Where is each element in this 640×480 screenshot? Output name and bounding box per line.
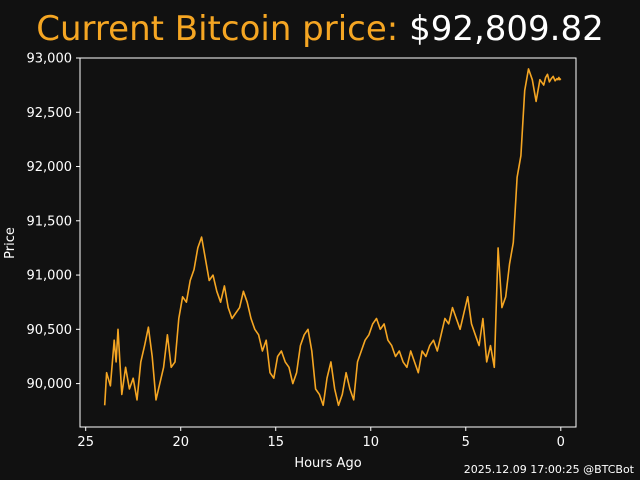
x-tick-label: 25 — [77, 435, 94, 450]
y-tick-label: 92,000 — [27, 160, 73, 175]
y-tick-label: 90,000 — [27, 377, 73, 392]
footer-timestamp: 2025.12.09 17:00:25 @BTCBot — [463, 463, 634, 476]
x-tick-label: 0 — [557, 435, 565, 450]
x-axis-ticks: 25 20 15 10 5 0 — [77, 427, 565, 450]
x-tick-label: 10 — [362, 435, 379, 450]
price-line-series — [103, 68, 562, 407]
x-tick-label: 20 — [172, 435, 189, 450]
y-tick-label: 91,500 — [27, 214, 73, 229]
x-tick-label: 15 — [267, 435, 284, 450]
page-title: Current Bitcoin price: $92,809.82 — [0, 8, 640, 50]
y-tick-label: 90,500 — [27, 323, 73, 338]
title-label: Current Bitcoin price: — [36, 9, 399, 49]
y-tick-label: 92,500 — [27, 106, 73, 121]
plot-frame — [79, 57, 577, 428]
y-axis-ticks: 90,000 90,500 91,000 91,500 92,000 92,500 93,0… — [27, 52, 80, 392]
y-tick-label: 93,000 — [27, 52, 73, 67]
y-axis-label: Price — [3, 227, 18, 259]
x-axis-label: Hours Ago — [294, 456, 361, 471]
current-price: $92,809.82 — [409, 9, 604, 49]
y-tick-label: 91,000 — [27, 269, 73, 284]
x-tick-label: 5 — [462, 435, 470, 450]
